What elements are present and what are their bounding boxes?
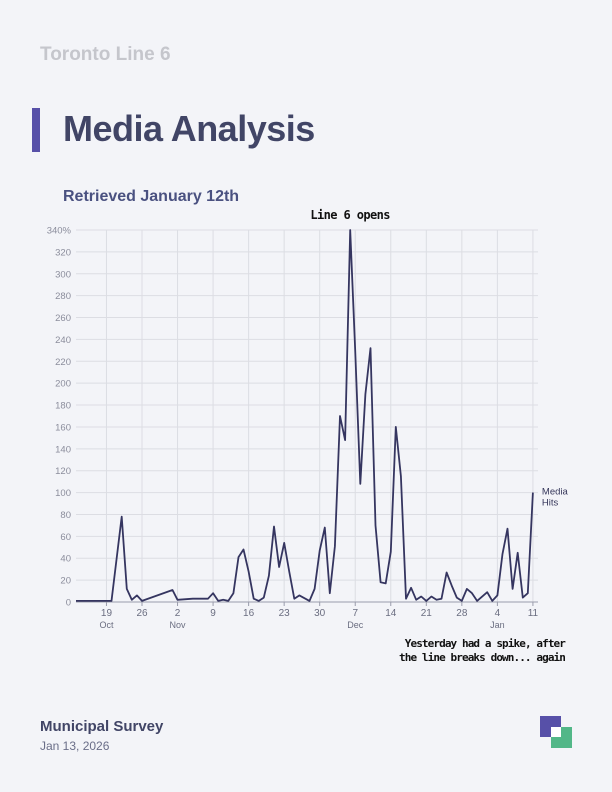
chart-subtitle: Retrieved January 12th (63, 188, 240, 205)
x-tick-label: 16 (243, 608, 255, 619)
x-tick-label: 2 (175, 608, 181, 619)
y-tick-label: 20 (60, 576, 71, 587)
chart-grid (76, 229, 538, 603)
x-month-label: Oct (99, 620, 114, 630)
chart-labels: 0 20 40 60 80 100 120 140 160 180 200 220 240 260 280 3… (47, 208, 569, 664)
media-hits-chart: 0 20 40 60 80 100 120 140 160 180 200 220 240 260 280 3… (47, 208, 569, 664)
annotation-spike-line2: the line breaks down... again (399, 651, 565, 664)
y-tick-label: 0 (66, 598, 71, 609)
x-tick-label: 14 (385, 608, 397, 619)
y-tick-label: 300 (55, 269, 71, 280)
y-tick-label: 220 (55, 357, 71, 368)
x-month-label: Jan (490, 620, 505, 630)
x-tick-label: 7 (352, 608, 358, 619)
y-tick-label: 140 (55, 444, 71, 455)
x-month-label: Nov (170, 620, 187, 630)
title-accent-bar (32, 108, 40, 152)
y-tick-label: 100 (55, 488, 71, 499)
x-tick-label: 28 (456, 608, 468, 619)
x-month-label: Dec (347, 620, 364, 630)
annotation-line6-opens: Line 6 opens (310, 208, 390, 222)
y-tick-label: 180 (55, 401, 71, 412)
x-tick-label: 26 (136, 608, 148, 619)
y-tick-label: 80 (60, 510, 71, 521)
footer-organization: Municipal Survey (40, 718, 164, 735)
x-tick-label: 21 (421, 608, 433, 619)
y-tick-label: 320 (55, 247, 71, 258)
x-tick-label: 23 (279, 608, 291, 619)
footer-date: Jan 13, 2026 (40, 739, 110, 753)
x-tick-label: 4 (495, 608, 501, 619)
y-tick-label: 260 (55, 313, 71, 324)
page-title: Media Analysis (63, 108, 315, 149)
y-tick-label: 200 (55, 379, 71, 390)
series-label: Media Hits (542, 487, 569, 509)
chart-axes (76, 601, 538, 606)
annotation-spike-line1: Yesterday had a spike, after (405, 637, 567, 650)
x-tick-label: 30 (314, 608, 326, 619)
y-tick-label: 280 (55, 291, 71, 302)
x-tick-label: 9 (210, 608, 216, 619)
document-eyebrow: Toronto Line 6 (40, 44, 171, 65)
x-tick-label: 19 (101, 608, 113, 619)
y-tick-label: 120 (55, 466, 71, 477)
brand-logo (540, 716, 572, 749)
media-hits-line (76, 229, 534, 602)
y-tick-label: 340% (47, 226, 72, 237)
y-tick-label: 160 (55, 422, 71, 433)
y-tick-label: 40 (60, 554, 71, 565)
x-tick-label: 11 (528, 608, 539, 619)
y-tick-label: 60 (60, 532, 71, 543)
y-tick-label: 240 (55, 335, 71, 346)
